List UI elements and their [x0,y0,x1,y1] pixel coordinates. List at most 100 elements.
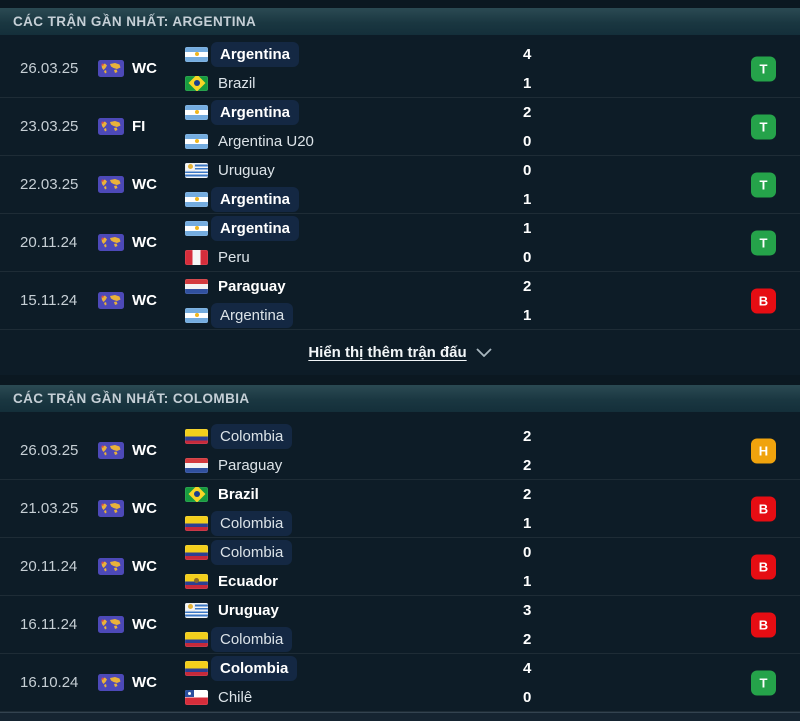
match-row[interactable]: 26.03.25 WC Colombia 2 Paraguay 2 [0,422,800,480]
team-score: 0 [523,161,532,179]
team-name[interactable]: Argentina [211,186,300,212]
teams: Paraguay 2 Argentina 1 [185,272,800,330]
team-score: 0 [523,543,532,561]
team-name[interactable]: Colombia [211,510,293,536]
team-score: 0 [523,688,532,706]
team-line: Ecuador 1 [185,567,800,596]
team-name[interactable]: Colombia [211,423,293,449]
team-flag-icon [185,220,208,236]
bottom-band [0,712,800,721]
show-more-link[interactable]: Hiển thị thêm trận đấu [308,344,467,361]
team-line: Argentina 1 [185,185,800,214]
competition: WC [98,558,170,575]
team-flag-icon [185,428,208,444]
teams: Uruguay 3 Colombia 2 [185,596,800,654]
result-badge[interactable]: T [751,670,776,695]
result-badge[interactable]: B [751,288,776,313]
competition: WC [98,500,170,517]
show-more-row: Hiển thị thêm trận đấu [0,330,800,375]
team-flag-icon [185,573,208,589]
team-score: 0 [523,248,532,266]
team-flag-icon [185,544,208,560]
teams: Colombia 4 Chilê 0 [185,654,800,712]
team-name[interactable]: Uruguay [218,601,279,619]
team-score: 2 [523,103,532,121]
result-badge[interactable]: T [751,230,776,255]
match-row[interactable]: 22.03.25 WC Uruguay 0 Argentina 1 [0,156,800,214]
team-score: 1 [523,219,532,237]
result-badge[interactable]: T [751,56,776,81]
team-flag-icon [185,660,208,676]
teams: Argentina 2 Argentina U20 0 [185,98,800,156]
team-name[interactable]: Ecuador [218,572,279,590]
result-badge[interactable]: H [751,438,776,463]
result-badge[interactable]: B [751,612,776,637]
team-score: 4 [523,45,532,63]
team-line: Colombia 4 [185,654,800,683]
team-flag-icon [185,162,208,178]
match-row[interactable]: 20.11.24 WC Colombia 0 Ecuador 1 [0,538,800,596]
team-line: Brazil 1 [185,69,800,98]
teams: Colombia 2 Paraguay 2 [185,422,800,480]
section-title: CÁC TRẬN GẦN NHẤT: COLOMBIA [0,385,800,412]
section-title: CÁC TRẬN GẦN NHẤT: ARGENTINA [0,8,800,35]
team-line: Paraguay 2 [185,451,800,480]
competition-label: WC [132,234,157,251]
team-name[interactable]: Argentina U20 [218,132,314,150]
match-date: 20.11.24 [20,234,78,251]
team-line: Paraguay 2 [185,272,800,301]
team-flag-icon [185,133,208,149]
world-map-flag-icon [98,442,124,459]
team-flag-icon [185,278,208,294]
match-row[interactable]: 16.11.24 WC Uruguay 3 Colombia 2 [0,596,800,654]
match-row[interactable]: 20.11.24 WC Argentina 1 Peru 0 [0,214,800,272]
competition-label: WC [132,176,157,193]
team-name[interactable]: Colombia [211,539,293,565]
team-name[interactable]: Argentina [211,302,294,328]
teams: Argentina 1 Peru 0 [185,214,800,272]
team-name[interactable]: Uruguay [218,161,275,179]
team-score: 1 [523,572,532,590]
competition-label: WC [132,558,157,575]
result-badge[interactable]: T [751,114,776,139]
world-map-flag-icon [98,674,124,691]
match-row[interactable]: 23.03.25 FI Argentina 2 Argentina U20 0 [0,98,800,156]
team-name[interactable]: Argentina [211,41,300,67]
team-name[interactable]: Paraguay [218,456,283,474]
match-date: 22.03.25 [20,176,79,193]
team-line: Peru 0 [185,243,800,272]
world-map-flag-icon [98,558,124,575]
team-name[interactable]: Brazil [218,74,256,92]
match-row[interactable]: 16.10.24 WC Colombia 4 Chilê 0 [0,654,800,712]
team-name[interactable]: Chilê [218,688,253,706]
world-map-flag-icon [98,118,124,135]
match-row[interactable]: 21.03.25 WC Brazil 2 Colombia 1 [0,480,800,538]
result-badge[interactable]: T [751,172,776,197]
top-strip [0,0,800,8]
team-score: 2 [523,456,532,474]
team-name[interactable]: Brazil [218,485,259,503]
result-badge[interactable]: B [751,496,776,521]
team-name[interactable]: Peru [218,248,250,266]
team-name[interactable]: Argentina [211,215,300,241]
match-row[interactable]: 15.11.24 WC Paraguay 2 Argentina 1 [0,272,800,330]
team-line: Colombia 0 [185,538,800,567]
result-badge[interactable]: B [751,554,776,579]
competition-label: WC [132,674,157,691]
team-name[interactable]: Argentina [211,99,300,125]
match-row[interactable]: 26.03.25 WC Argentina 4 Brazil 1 [0,40,800,98]
section-argentina: CÁC TRẬN GẦN NHẤT: ARGENTINA 26.03.25 WC… [0,8,800,375]
team-name[interactable]: Colombia [211,655,298,681]
teams: Uruguay 0 Argentina 1 [185,156,800,214]
team-name[interactable]: Colombia [211,626,293,652]
team-line: Uruguay 3 [185,596,800,625]
team-score: 1 [523,306,532,324]
match-date: 20.11.24 [20,558,78,575]
team-line: Argentina 4 [185,40,800,69]
team-flag-icon [185,689,208,705]
team-name[interactable]: Paraguay [218,277,286,295]
team-line: Argentina 1 [185,301,800,330]
team-score: 1 [523,514,532,532]
team-flag-icon [185,191,208,207]
world-map-flag-icon [98,292,124,309]
